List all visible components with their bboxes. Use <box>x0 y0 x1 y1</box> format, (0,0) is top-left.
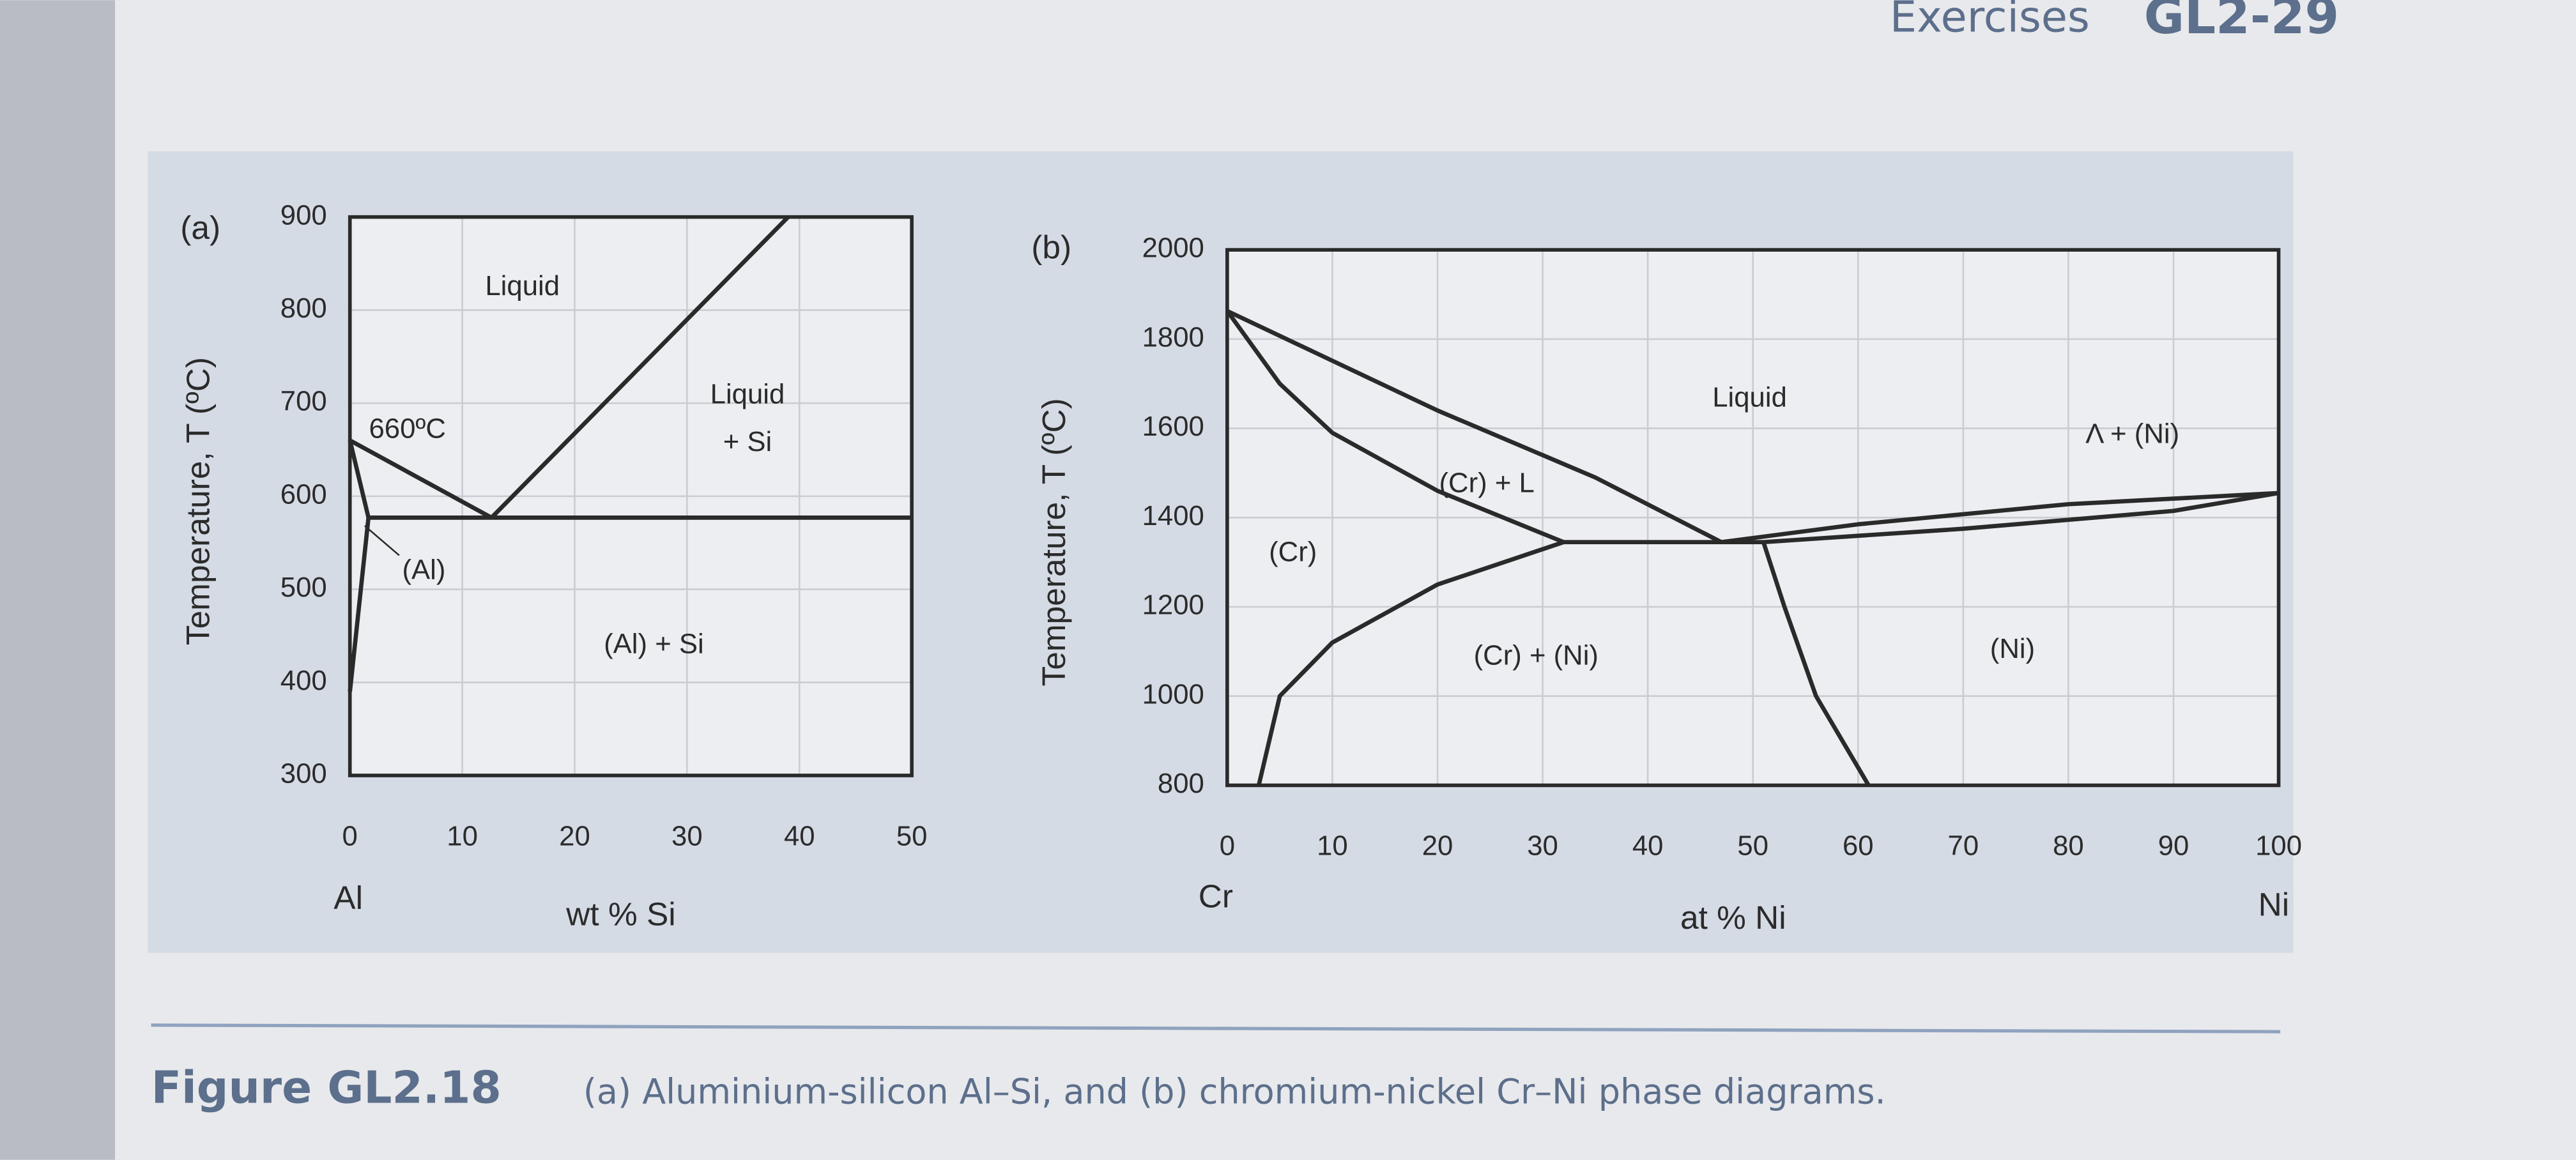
y-tick-label: 900 <box>280 199 327 231</box>
region-label: + Si <box>723 426 772 457</box>
region-label: (Al) + Si <box>604 628 704 659</box>
y-tick-label: 2000 <box>1142 233 1204 264</box>
region-label: Λ + (Ni) <box>2085 418 2179 449</box>
plot-frame <box>348 215 914 777</box>
caption-rule <box>151 1023 2281 1034</box>
x-endpoint-label: Cr <box>1199 877 1233 914</box>
y-tick-label: 400 <box>280 665 327 696</box>
phase-boundary <box>1225 309 1565 544</box>
x-tick-label: 10 <box>447 820 478 851</box>
page-edge <box>0 0 115 1160</box>
phase-boundary <box>489 215 790 519</box>
x-tick-label: 80 <box>2053 830 2084 862</box>
x-tick-label: 100 <box>2255 830 2302 862</box>
x-tick-label: 0 <box>1220 830 1235 862</box>
phase-boundary <box>1226 309 1722 544</box>
panel-label: (b) <box>1031 229 1071 266</box>
x-endpoint-label: Al <box>334 879 363 916</box>
region-label: (Cr) <box>1269 536 1317 567</box>
y-tick-label: 700 <box>280 386 327 417</box>
header-page: GL2-29 <box>2144 0 2339 45</box>
x-axis-label: at % Ni <box>1680 899 1786 936</box>
plot: 0 10 20 30 40 50 300 400 500 600 700 800 900 Liquid Li… <box>179 199 927 932</box>
plot-frame <box>1225 248 2281 788</box>
region-label: (Cr) + L <box>1439 467 1534 498</box>
y-tick-label: 1800 <box>1142 321 1204 353</box>
phase-boundary <box>1721 491 2279 545</box>
x-tick-label: 40 <box>1632 830 1664 862</box>
x-tick-label: 10 <box>1317 830 1348 862</box>
x-tick-label: 30 <box>671 820 703 851</box>
phase-boundary <box>1761 541 1871 787</box>
region-label: (Ni) <box>1990 633 2035 664</box>
y-tick-label: 1400 <box>1142 500 1204 531</box>
region-label: Liquid <box>710 379 785 410</box>
x-tick-label: 40 <box>784 820 815 851</box>
phase-boundary <box>349 438 493 520</box>
region-label: (Al) <box>402 554 445 586</box>
y-tick-label: 1200 <box>1142 590 1204 621</box>
region-label: 660ºC <box>369 413 445 445</box>
header-section: Exercises <box>1890 0 2090 42</box>
y-axis-label: Temperature, T (ºC) <box>1035 398 1072 686</box>
x-axis-label: wt % Si <box>565 896 675 933</box>
phase-boundary <box>348 439 371 519</box>
x-tick-label: 90 <box>2158 830 2189 862</box>
x-tick-label: 20 <box>559 820 590 851</box>
phase-boundary <box>1763 491 2280 545</box>
x-tick-label: 20 <box>1422 830 1453 862</box>
x-tick-label: 30 <box>1527 830 1558 862</box>
x-tick-label: 50 <box>896 820 928 851</box>
phase-boundary <box>348 517 371 692</box>
phase-boundary <box>1256 540 1565 786</box>
y-tick-label: 800 <box>280 293 327 324</box>
y-tick-label: 500 <box>280 572 327 603</box>
y-tick-label: 1600 <box>1142 411 1204 442</box>
y-tick-label: 300 <box>280 758 327 790</box>
y-axis-label: Temperature, T (ºC) <box>179 357 216 645</box>
x-tick-label: 50 <box>1737 830 1768 862</box>
caption-label: Figure GL2.18 <box>151 1063 502 1114</box>
x-tick-label: 70 <box>1948 830 1979 862</box>
region-label: Liquid <box>485 270 560 301</box>
y-tick-label: 600 <box>280 478 327 510</box>
label-pointer <box>364 525 400 556</box>
x-endpoint-label: Ni <box>2258 885 2290 922</box>
region-label: Liquid <box>1712 382 1787 413</box>
panel-label: (a) <box>180 209 220 246</box>
caption-text: (a) Aluminium-silicon Al–Si, and (b) chr… <box>583 1071 1886 1111</box>
x-tick-label: 0 <box>342 820 358 851</box>
y-tick-label: 800 <box>1158 768 1204 799</box>
x-tick-label: 60 <box>1843 830 1874 862</box>
plot: 0 10 20 30 40 50 60 70 80 90 100 800 1000 1200 1400 160… <box>1031 229 2302 936</box>
plots: 0 10 20 30 40 50300400500600700800900LiquidLi… <box>179 199 2302 936</box>
region-label: (Cr) + (Ni) <box>1474 639 1598 671</box>
y-tick-label: 1000 <box>1142 678 1204 710</box>
